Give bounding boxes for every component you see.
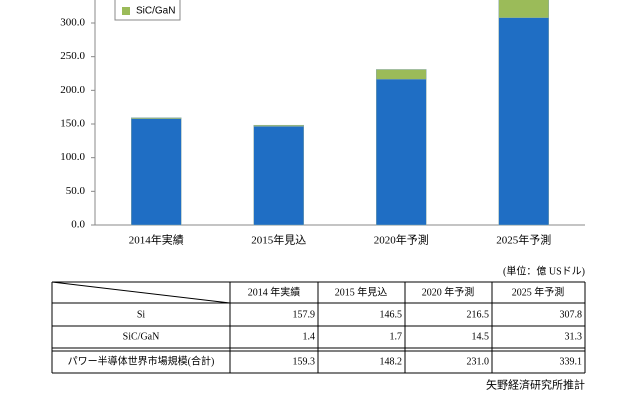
table-header: 2015 年見込: [335, 285, 388, 298]
x-tick-label: 2014年実績: [129, 233, 184, 247]
bar-segment: [498, 17, 549, 226]
table-cell: 31.3: [565, 331, 583, 342]
y-tick-label: 200.0: [60, 84, 85, 96]
row-label: パワー半導体世界市場規模(合計): [68, 354, 215, 367]
y-tick-label: 150.0: [60, 118, 85, 130]
y-tick-label: 50.0: [66, 185, 86, 197]
legend-swatch: [122, 7, 130, 15]
row-label: Si: [137, 309, 146, 320]
legend-label: SiC/GaN: [136, 6, 175, 17]
bar-segment: [376, 78, 427, 226]
y-tick-label: 100.0: [60, 151, 85, 163]
bar-segment: [131, 118, 182, 226]
table-cell: 14.5: [472, 331, 490, 342]
table-cell: 148.2: [380, 356, 403, 367]
table-header: 2020 年予測: [422, 285, 475, 298]
table-cell: 231.0: [467, 356, 490, 367]
diagonal: [51, 281, 231, 304]
x-tick-label: 2015年見込: [251, 233, 306, 247]
source: 矢野経済研究所推計: [486, 378, 585, 392]
legend: [114, 0, 181, 21]
bar-segment: [376, 69, 427, 80]
x-tick-label: 2020年予測: [374, 233, 429, 247]
bar-segment: [498, 0, 549, 18]
y-tick-label: 300.0: [60, 17, 85, 29]
bar-segment: [253, 126, 304, 226]
bar-segment: [253, 124, 304, 127]
table-cell: 157.9: [293, 309, 316, 320]
bar-segment: [131, 117, 182, 119]
table-cell: 307.8: [560, 309, 583, 320]
y-tick-label: 250.0: [60, 50, 85, 62]
table-cell: 159.3: [293, 356, 316, 367]
table-cell: 1.7: [390, 331, 403, 342]
table-cell: 216.5: [467, 309, 490, 320]
row-label: SiC/GaN: [123, 331, 160, 342]
unit-note: (単位：億 USドル): [503, 264, 585, 277]
table-cell: 146.5: [380, 309, 403, 320]
table-header: 2025 年予測: [512, 285, 565, 298]
table-cell: 339.1: [560, 356, 583, 367]
table-cell: 1.4: [303, 331, 316, 342]
table-header: 2014 年実績: [248, 285, 301, 298]
y-tick-label: 0.0: [71, 219, 85, 231]
x-tick-label: 2025年予測: [496, 233, 551, 247]
